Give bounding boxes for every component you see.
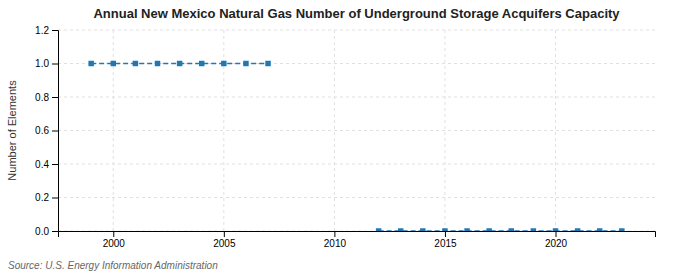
y-tick: 0.2 [35, 192, 58, 203]
marker [486, 228, 491, 231]
grid-line-x [555, 30, 556, 231]
chart: 2000 2005 2010 2015 2020 0.0 0.2 0.4 0.6 0.8 1.0 1.… [0, 0, 675, 275]
y-tick: 0.6 [35, 125, 58, 136]
marker [420, 228, 425, 231]
grid-line-x [113, 30, 114, 231]
x-tick-mark [224, 231, 225, 237]
y-axis-title: Number of Elements [6, 80, 18, 181]
marker [243, 61, 248, 66]
y-tick-label: 0.6 [35, 125, 49, 136]
y-axis-line [52, 31, 59, 232]
y-axis: 0.0 0.2 0.4 0.6 0.8 1.0 1.2 [35, 25, 58, 237]
y-tick-label: 1.0 [35, 58, 49, 69]
marker [531, 228, 536, 231]
grid-line-x [223, 30, 224, 231]
marker [155, 61, 160, 66]
x-tick: 2000 [103, 231, 126, 249]
marker [553, 228, 558, 231]
marker [133, 61, 138, 66]
y-tick-mark [52, 97, 58, 98]
grid-line-y [58, 197, 655, 198]
x-tick: 2010 [324, 231, 347, 249]
marker [442, 228, 447, 231]
plot-area [88, 61, 624, 231]
marker [597, 228, 602, 231]
y-tick-mark [52, 231, 58, 232]
marker [619, 228, 624, 231]
grid-line-x [334, 30, 335, 231]
y-tick-label: 0.4 [35, 159, 49, 170]
grid-line-y [58, 30, 655, 31]
y-tick-label: 0.2 [35, 192, 49, 203]
x-tick-label: 2020 [545, 238, 568, 249]
y-tick: 1.0 [35, 58, 58, 69]
y-tick-mark [52, 131, 58, 132]
marker [376, 228, 381, 231]
line [379, 230, 622, 231]
marker [221, 61, 226, 66]
x-tick-label: 2005 [213, 238, 236, 249]
marker [88, 61, 93, 66]
marker [111, 61, 116, 66]
y-tick-label: 1.2 [35, 25, 49, 36]
x-tick-mark [334, 231, 335, 237]
grid-line-y [58, 63, 655, 64]
grid-line-y [58, 130, 655, 131]
y-tick-label: 0.0 [35, 226, 49, 237]
grid-line-y [58, 97, 655, 98]
x-tick: 2015 [434, 231, 457, 249]
marker [575, 228, 580, 231]
x-tick-label: 2015 [434, 238, 457, 249]
marker [265, 61, 270, 66]
x-tick-label: 2000 [103, 238, 126, 249]
marker [199, 61, 204, 66]
x-tick-mark [113, 231, 114, 237]
y-tick: 0.0 [35, 226, 58, 237]
x-axis: 2000 2005 2010 2015 2020 [59, 231, 656, 249]
y-tick-label: 0.8 [35, 92, 49, 103]
y-tick: 0.8 [35, 92, 58, 103]
x-tick-label: 2010 [324, 238, 347, 249]
marker [177, 61, 182, 66]
x-tick-mark [445, 231, 446, 237]
grid [58, 30, 655, 231]
marker [398, 228, 403, 231]
marker [509, 228, 514, 231]
x-tick: 2020 [545, 231, 568, 249]
marker [464, 228, 469, 231]
source: Source: U.S. Energy Information Administ… [8, 260, 218, 271]
x-tick: 2005 [213, 231, 236, 249]
y-tick-mark [52, 64, 58, 65]
y-tick: 0.4 [35, 159, 58, 170]
y-tick-mark [52, 30, 58, 31]
grid-line-x [444, 30, 445, 231]
x-axis-line [59, 232, 656, 238]
y-tick: 1.2 [35, 25, 58, 36]
y-tick-mark [52, 164, 58, 165]
title: Annual New Mexico Natural Gas Number of … [93, 6, 620, 21]
y-tick-mark [52, 198, 58, 199]
grid-line-y [58, 164, 655, 165]
x-tick-mark [556, 231, 557, 237]
